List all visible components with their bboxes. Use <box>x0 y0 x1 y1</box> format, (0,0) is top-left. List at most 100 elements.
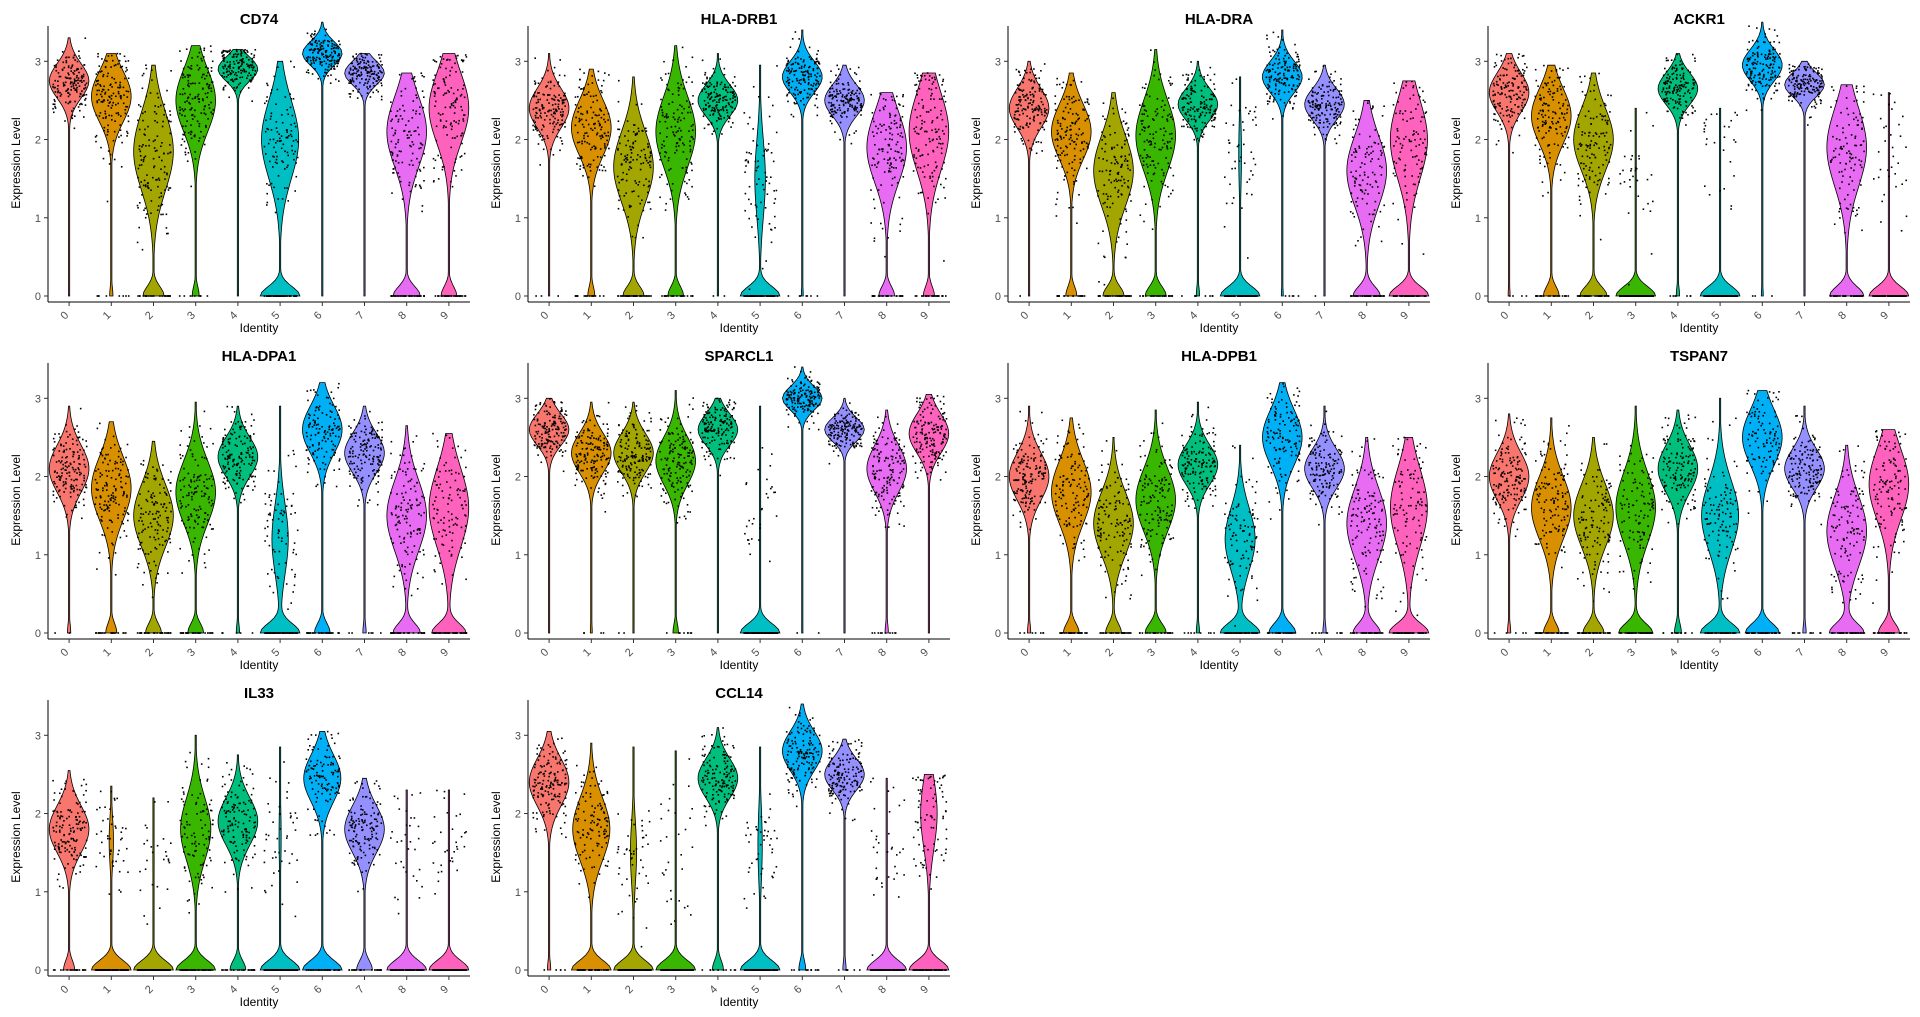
violin-cluster-7 <box>1784 60 1825 297</box>
y-axis-title: Expression Level <box>9 791 23 882</box>
violin-cluster-2 <box>1093 437 1134 634</box>
violin-cluster-0 <box>48 405 90 634</box>
x-axis-title: Identity <box>240 321 279 335</box>
jitter-points-cluster-7 <box>1787 415 1823 634</box>
jitter-points-cluster-0 <box>532 737 568 971</box>
violin-cluster-2 <box>1093 92 1134 297</box>
jitter-points-cluster-0 <box>1492 53 1528 297</box>
jitter-points-cluster-8 <box>389 792 425 971</box>
violin-cluster-1 <box>91 53 132 297</box>
jitter-points-cluster-8 <box>1830 445 1866 634</box>
jitter-points-cluster-7 <box>828 64 863 145</box>
y-tick-label: 3 <box>35 393 41 405</box>
jitter-points-cluster-6 <box>305 382 341 634</box>
jitter-points-cluster-0 <box>532 57 567 297</box>
jitter-points-cluster-3 <box>178 45 215 297</box>
jitter-points-cluster-2 <box>136 459 172 634</box>
violin-cluster-4 <box>217 754 259 971</box>
x-axis-title: Identity <box>240 995 279 1009</box>
jitter-points-cluster-1 <box>94 790 129 971</box>
violin-cluster-2 <box>133 64 174 297</box>
jitter-points-cluster-2 <box>616 405 652 634</box>
violin-cluster-2 <box>133 797 174 971</box>
violin-cluster-7 <box>824 397 865 634</box>
jitter-points-cluster-7 <box>347 780 383 971</box>
y-axis-title: Expression Level <box>489 454 503 545</box>
jitter-points-cluster-2 <box>616 810 652 971</box>
violin-cluster-2 <box>1573 437 1614 634</box>
y-tick-label: 0 <box>35 291 41 303</box>
y-tick-label: 2 <box>515 135 521 147</box>
jitter-points-cluster-0 <box>1492 417 1527 634</box>
violin-cluster-6 <box>302 21 343 297</box>
jitter-points-cluster-2 <box>1097 97 1132 297</box>
jitter-points-cluster-4 <box>701 727 737 971</box>
jitter-points-cluster-3 <box>179 751 214 971</box>
jitter-points-cluster-1 <box>1534 425 1570 634</box>
jitter-points-cluster-0 <box>52 778 88 971</box>
jitter-points-cluster-2 <box>1096 440 1132 634</box>
violin-cluster-4 <box>1657 53 1699 297</box>
violin-cluster-8 <box>386 72 427 297</box>
y-tick-label: 2 <box>35 135 41 147</box>
jitter-points-cluster-5 <box>1223 78 1259 297</box>
x-axis-title: Identity <box>1680 321 1719 335</box>
jitter-points-cluster-4 <box>1661 414 1697 634</box>
y-tick-label: 1 <box>35 887 41 899</box>
jitter-points-cluster-3 <box>659 46 695 297</box>
y-tick-label: 2 <box>515 809 521 821</box>
violin-cluster-8 <box>1346 100 1387 297</box>
jitter-points-cluster-8 <box>870 415 906 634</box>
violin-cluster-3 <box>175 45 216 297</box>
x-axis-title: Identity <box>240 658 279 672</box>
violin-cluster-1 <box>1531 417 1572 634</box>
violin-cluster-5 <box>1699 397 1741 634</box>
y-tick-label: 1 <box>515 213 521 225</box>
jitter-points-cluster-9 <box>432 789 468 971</box>
y-tick-label: 0 <box>995 628 1001 640</box>
y-tick-label: 2 <box>995 472 1001 484</box>
jitter-points-cluster-7 <box>828 402 863 465</box>
violin-cluster-3 <box>655 45 696 297</box>
violin-cluster-6 <box>782 29 823 297</box>
y-tick-label: 3 <box>995 393 1001 405</box>
y-tick-label: 0 <box>515 628 521 640</box>
jitter-points-cluster-5 <box>1703 417 1739 634</box>
violin-cluster-8 <box>866 92 907 297</box>
jitter-points-cluster-9 <box>1392 80 1428 297</box>
y-tick-label: 2 <box>35 809 41 821</box>
violin-cluster-7 <box>1304 405 1345 634</box>
violin-cluster-5 <box>1699 107 1741 297</box>
y-tick-label: 0 <box>515 965 521 977</box>
jitter-points-cluster-9 <box>1392 436 1428 634</box>
violin-cluster-5 <box>1219 76 1261 297</box>
jitter-points-cluster-8 <box>390 72 425 297</box>
jitter-points-cluster-1 <box>1054 77 1090 297</box>
jitter-points-cluster-4 <box>1181 406 1217 634</box>
jitter-points-cluster-6 <box>1745 389 1781 634</box>
y-tick-label: 3 <box>515 56 521 68</box>
violin-cluster-0 <box>528 730 570 971</box>
jitter-points-cluster-7 <box>1787 63 1823 126</box>
violin-cluster-3 <box>1135 409 1176 634</box>
jitter-points-cluster-5 <box>743 447 779 634</box>
panel-title: IL33 <box>244 685 274 702</box>
violin-cluster-8 <box>386 789 428 971</box>
jitter-points-cluster-3 <box>1139 49 1175 297</box>
jitter-points-cluster-4 <box>701 397 737 477</box>
jitter-points-cluster-6 <box>305 28 341 84</box>
jitter-points-cluster-5 <box>263 60 299 297</box>
violin-cluster-7 <box>1304 64 1345 297</box>
panel-title: ACKR1 <box>1673 11 1725 28</box>
jitter-points-cluster-3 <box>1138 422 1175 634</box>
jitter-points-cluster-6 <box>785 706 821 971</box>
violin-cluster-4 <box>1177 401 1219 634</box>
jitter-points-cluster-8 <box>390 435 426 634</box>
jitter-points-cluster-2 <box>136 801 172 971</box>
jitter-points-cluster-5 <box>264 449 299 634</box>
jitter-points-cluster-6 <box>305 730 341 971</box>
violin-cluster-9 <box>908 393 950 634</box>
